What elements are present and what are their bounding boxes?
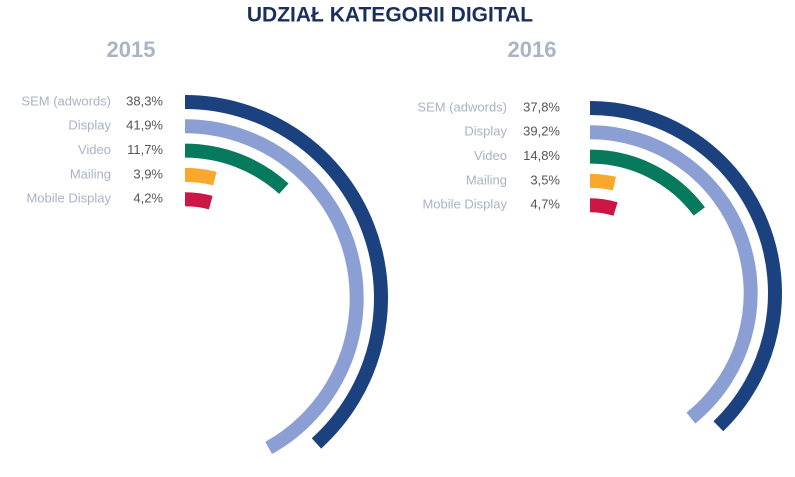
legend-label: Video (474, 148, 507, 163)
chart-title: UDZIAŁ KATEGORII DIGITAL (247, 4, 533, 27)
legend-label: Mailing (466, 172, 507, 187)
value-label: 41,9% (126, 118, 163, 133)
value-label: 39,2% (523, 124, 560, 139)
value-label: 37,8% (523, 99, 560, 114)
radial-bar (184, 95, 388, 449)
radial-bar (589, 101, 782, 432)
value-label: 38,3% (126, 93, 163, 108)
value-label: 3,9% (133, 166, 163, 181)
value-label: 4,2% (133, 191, 163, 206)
value-label: 14,8% (523, 148, 560, 163)
legend-label: Mobile Display (422, 197, 507, 212)
radial-bar (589, 149, 705, 216)
radial-bar (589, 173, 616, 191)
legend-label: Display (464, 124, 507, 139)
radial-bar (589, 198, 618, 216)
value-label: 3,5% (530, 172, 560, 187)
radial-bar (184, 143, 289, 194)
value-label: 11,7% (127, 142, 163, 157)
radial-bar (184, 167, 217, 186)
legend-label: SEM (adwords) (21, 93, 111, 108)
legend-label: Mobile Display (26, 191, 111, 206)
legend-label: Display (68, 118, 111, 133)
chart-subtitle: 2016 (508, 37, 557, 62)
legend-label: SEM (adwords) (417, 99, 507, 114)
radial-bar (184, 192, 213, 210)
legend-label: Video (78, 142, 111, 157)
legend-label: Mailing (70, 166, 111, 181)
chart-subtitle: 2015 (107, 37, 156, 62)
value-label: 4,7% (530, 197, 560, 212)
radial-bar (184, 119, 364, 455)
radial-bar (589, 125, 758, 424)
